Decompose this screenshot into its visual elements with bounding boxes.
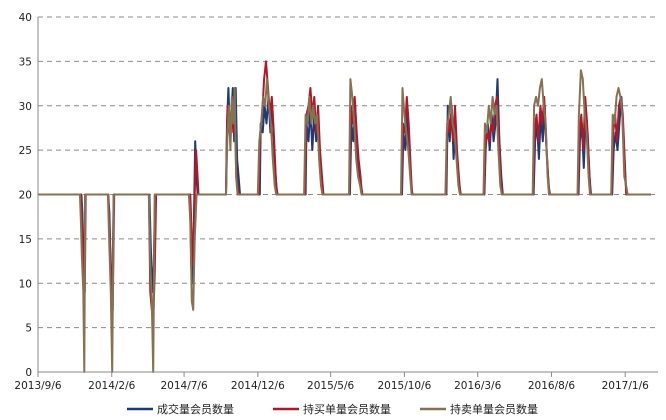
legend: 成交量会员数量 持买单量会员数量 持卖单量会员数量	[127, 402, 538, 416]
gridlines	[38, 16, 658, 329]
series-line-3	[38, 69, 651, 373]
series-lines	[38, 60, 651, 373]
y-tick-label: 15	[19, 234, 32, 246]
series-line-2	[38, 60, 651, 320]
y-tick-label: 0	[25, 367, 32, 379]
x-tick-label: 2015/10/6	[377, 380, 431, 392]
y-tick-label: 35	[19, 56, 32, 68]
x-tick-label: 2016/8/6	[528, 380, 575, 392]
series-line-1	[38, 78, 651, 302]
axes	[37, 17, 658, 373]
x-tick-label: 2015/5/6	[307, 380, 354, 392]
y-tick-label: 20	[19, 190, 32, 202]
y-tick-label: 30	[19, 101, 32, 113]
legend-label: 持买单量会员数量	[303, 402, 391, 416]
y-tick-label: 10	[19, 278, 32, 290]
x-tick-label: 2017/1/6	[602, 380, 649, 392]
y-tick-label: 25	[19, 145, 32, 157]
x-tick-label: 2014/7/6	[160, 380, 207, 392]
x-tick-label: 2014/2/6	[88, 380, 135, 392]
x-axis-tick-labels: 2013/9/6 2014/2/6 2014/7/6 2014/12/6 2015/5/…	[14, 372, 649, 392]
legend-label: 持卖单量会员数量	[450, 402, 538, 416]
y-tick-label: 40	[19, 12, 32, 24]
y-axis-tick-labels: 0 5 10 15 20 25 30 35 40	[19, 12, 32, 379]
x-tick-label: 2013/9/6	[14, 380, 61, 392]
x-tick-label: 2014/12/6	[231, 380, 285, 392]
legend-label: 成交量会员数量	[157, 402, 234, 416]
y-tick-label: 5	[25, 323, 32, 335]
x-tick-label: 2016/3/6	[454, 380, 501, 392]
